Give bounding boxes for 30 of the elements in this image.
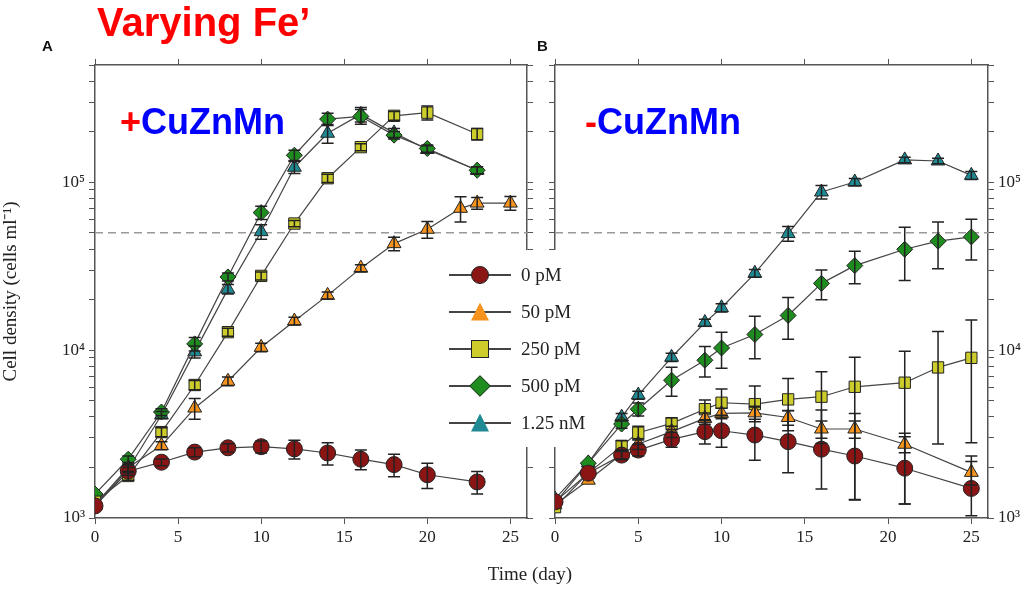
- x-tick-label: 0: [550, 526, 560, 546]
- x-tick-label: 15: [335, 526, 353, 546]
- annotation: +CuZnMn: [120, 101, 285, 142]
- y-axis-title: Cell density (cells ml⁻¹): [0, 201, 22, 382]
- chart-title: Varying Fe’: [97, 0, 311, 45]
- x-tick-label: 15: [796, 526, 814, 546]
- annotation: -CuZnMn: [585, 101, 741, 142]
- legend-label: 500 pM: [521, 374, 581, 397]
- x-axis-title: Time (day): [487, 563, 573, 585]
- y2-tick-label: 10⁵: [998, 171, 1021, 191]
- x-tick-label: 10: [713, 526, 731, 546]
- x-tick-label: 0: [90, 526, 100, 546]
- legend-label: 250 pM: [521, 337, 581, 360]
- x-tick-label: 5: [173, 526, 183, 546]
- y-tick-label: 10³: [62, 507, 85, 527]
- x-tick-label: 20: [418, 526, 436, 546]
- x-tick-label: 10: [252, 526, 270, 546]
- text: A: [42, 37, 53, 54]
- text: B: [537, 37, 548, 54]
- y-tick-label: 10⁵: [62, 171, 86, 191]
- legend-label: 1.25 nM: [521, 411, 586, 434]
- x-tick-label: 25: [501, 526, 519, 546]
- legend-label: 0 pM: [521, 263, 562, 286]
- legend-label: 50 pM: [521, 300, 572, 323]
- x-tick-label: 20: [879, 526, 897, 546]
- x-tick-label: 25: [962, 526, 980, 546]
- y2-tick-label: 10⁴: [998, 339, 1021, 359]
- x-tick-label: 5: [634, 526, 643, 546]
- y2-tick-label: 10³: [998, 507, 1021, 527]
- y-tick-label: 10⁴: [62, 339, 86, 359]
